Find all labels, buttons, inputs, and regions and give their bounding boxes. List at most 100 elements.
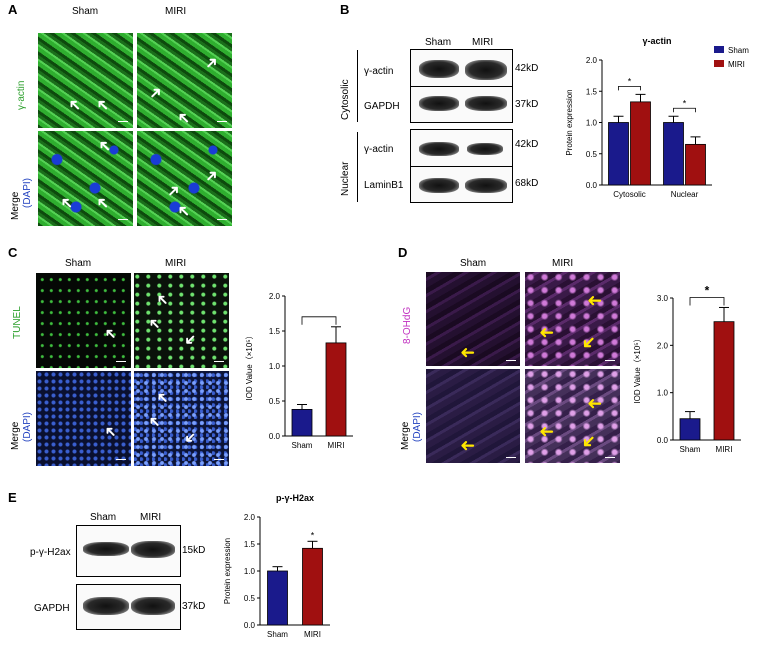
significance-bracket <box>673 107 696 113</box>
row-label-gamma-actin-a: γ-actin <box>16 80 27 110</box>
micrograph-d-sham-merge: ➜ <box>426 369 520 463</box>
y-tick-label: 1.0 <box>269 362 281 371</box>
bar-sham <box>291 408 313 437</box>
arrow-icon: ➜ <box>173 106 195 128</box>
x-tick-label: MIRI <box>304 630 321 639</box>
col-label-miri-e: MIRI <box>140 512 162 523</box>
band <box>465 60 507 80</box>
band <box>83 597 129 615</box>
bar-miri <box>630 101 651 186</box>
significance-bracket <box>618 85 641 91</box>
legend-label-sham: Sham <box>728 46 749 55</box>
micrograph-a-sham-merge: ➜ ➜ ➜ <box>38 131 133 226</box>
chart-title: p-γ-H2ax <box>276 493 314 503</box>
x-tick-label: Sham <box>680 445 701 454</box>
arrow-icon: ➜ <box>145 82 167 105</box>
micrograph-a-sham-gamma-actin: ➜ ➜ <box>38 33 133 128</box>
y-tick-label: 1.5 <box>586 87 598 96</box>
arrow-icon: ➜ <box>144 313 166 335</box>
x-tick-label: MIRI <box>328 441 345 450</box>
bar-sham <box>663 122 684 186</box>
arrow-icon: ➜ <box>163 180 185 203</box>
blot-label-p-gamma-h2ax: p-γ-H2ax <box>30 547 71 558</box>
kd-label: 37kD <box>182 601 206 612</box>
bar-sham <box>267 570 288 626</box>
chart-c-tunel: 0.0 0.5 1.0 1.5 2.0 IOD Value（×10⁵） Sham MIRI <box>245 292 353 450</box>
bar-miri <box>302 547 323 626</box>
y-tick-label: 2.0 <box>657 341 669 350</box>
band <box>83 542 129 556</box>
arrow-icon: ➜ <box>100 323 122 345</box>
legend-label-miri: MIRI <box>728 60 745 69</box>
panel-label-d: D <box>398 245 408 260</box>
panel-label-b: B <box>340 2 350 17</box>
arrow-icon: ➜ <box>201 165 223 188</box>
arrow-icon: ➜ <box>56 191 78 214</box>
arrow-icon: ➜ <box>94 134 116 157</box>
group-label-cytosolic: Cytosolic <box>340 79 351 120</box>
significance-marker: * <box>683 98 687 108</box>
band <box>131 541 175 558</box>
blot-label-laminb1: LaminB1 <box>364 180 404 191</box>
y-tick-label: 0.0 <box>244 621 256 630</box>
significance-marker: * <box>311 530 315 540</box>
micrograph-c-miri-merge: ➜ ➜ ➜ <box>134 371 229 466</box>
row-label-tunel: TUNEL <box>12 306 23 339</box>
arrow-icon: ➜ <box>587 394 603 414</box>
scale-bar <box>116 459 126 460</box>
bar-sham <box>608 122 629 186</box>
micrograph-c-miri-tunel: ➜ ➜ ➜ <box>134 273 229 368</box>
scale-bar <box>214 361 224 362</box>
arrow-icon: ➜ <box>539 422 555 442</box>
y-tick-label: 0.5 <box>269 397 281 406</box>
scale-bar <box>116 361 126 362</box>
col-label-sham-e: Sham <box>90 512 117 523</box>
micrograph-a-miri-merge: ➜ ➜ ➜ <box>137 131 232 226</box>
chart-d-8ohdg: 0.0 1.0 2.0 3.0 IOD Value（×10⁵） Sham MIRI * <box>633 283 741 454</box>
y-tick-label: 0.0 <box>586 181 598 190</box>
y-tick-label: 1.0 <box>586 119 598 128</box>
col-label-sham-d: Sham <box>460 258 487 269</box>
y-tick-label: 0.5 <box>244 594 256 603</box>
chart-title: γ-actin <box>642 36 671 46</box>
arrow-icon: ➜ <box>152 289 174 311</box>
blot-label-gapdh-e: GAPDH <box>34 603 70 614</box>
x-tick-label: Sham <box>292 441 313 450</box>
arrow-icon: ➜ <box>460 343 476 363</box>
legend-swatch-miri <box>714 60 724 67</box>
arrow-icon: ➜ <box>92 93 114 116</box>
band <box>419 178 459 193</box>
scale-bar <box>506 457 516 458</box>
bar-miri <box>325 342 347 437</box>
blot-label-gamma-actin-cyto: γ-actin <box>364 66 394 77</box>
y-axis-label: IOD Value（×10⁵） <box>633 334 642 403</box>
y-tick-label: 0.0 <box>657 436 669 445</box>
col-label-miri-b: MIRI <box>472 37 494 48</box>
arrow-icon: ➜ <box>587 291 603 311</box>
scale-bar <box>118 219 128 220</box>
arrow-icon: ➜ <box>539 323 555 343</box>
y-tick-label: 0.5 <box>586 150 598 159</box>
col-label-sham-a: Sham <box>72 6 99 17</box>
y-axis-label: Protein expression <box>565 89 574 155</box>
bracket-line <box>357 50 358 122</box>
arrow-icon: ➜ <box>100 421 122 443</box>
panel-label-e: E <box>8 490 17 505</box>
scale-bar <box>118 121 128 122</box>
y-tick-label: 1.0 <box>657 389 669 398</box>
blot-cytosolic <box>410 49 513 123</box>
scale-bar <box>214 459 224 460</box>
band <box>131 597 175 615</box>
kd-label: 68kD <box>515 178 539 189</box>
band <box>465 96 507 111</box>
kd-label: 15kD <box>182 545 206 556</box>
arrow-icon: ➜ <box>64 93 86 116</box>
x-tick-label: Sham <box>267 630 288 639</box>
panel-label-c: C <box>8 245 18 260</box>
x-tick-label: Cytosolic <box>613 190 645 199</box>
scale-bar <box>217 219 227 220</box>
arrow-icon: ➜ <box>576 429 602 455</box>
micrograph-a-miri-gamma-actin: ➜ ➜ ➜ <box>137 33 232 128</box>
kd-label: 42kD <box>515 63 539 74</box>
arrow-icon: ➜ <box>576 330 602 356</box>
